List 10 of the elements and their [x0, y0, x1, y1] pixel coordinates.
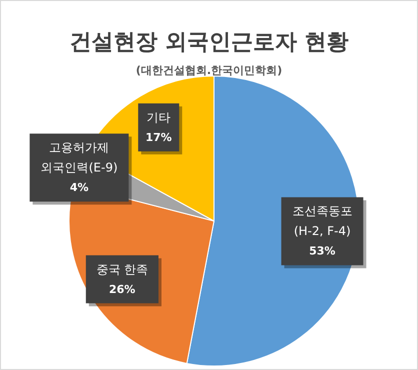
- chart-title: 건설현장 외국인근로자 현황: [68, 29, 350, 57]
- slice-label: 중국 한족: [96, 262, 148, 276]
- data-label: 4%: [70, 181, 89, 194]
- slice-label: 기타: [146, 110, 171, 124]
- slice-label: 조선족동포 (H-2, F-4): [292, 204, 352, 238]
- data-label: 26%: [109, 282, 136, 296]
- slice-label: 고용허가제 외국인력(E-9): [40, 140, 118, 175]
- data-label: 17%: [145, 130, 172, 144]
- chart-subtitle: (대한건설협회.한국이민학회): [134, 63, 284, 78]
- data-label: 53%: [309, 244, 336, 258]
